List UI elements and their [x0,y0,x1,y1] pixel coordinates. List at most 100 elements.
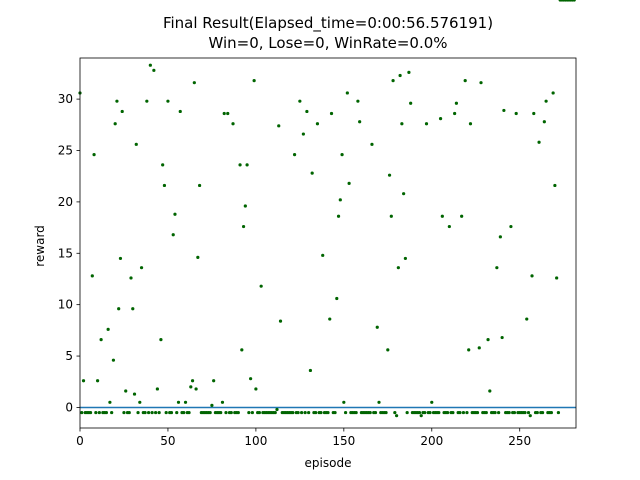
data-point [131,307,135,311]
chart-title: Final Result(Elapsed_time=0:00:56.576191… [162,14,494,32]
data-point [342,400,346,404]
data-point [328,317,332,321]
data-point [486,338,490,342]
data-point [173,212,177,216]
data-point [154,410,158,415]
data-point [479,81,483,85]
data-point [447,224,451,229]
data-point [196,255,200,259]
y-axis-label: reward [33,225,47,267]
x-tick-label: 250 [508,434,531,448]
data-point [461,410,466,415]
data-point [273,410,277,415]
data-point [523,410,527,415]
data-point [497,410,501,415]
data-point [117,307,121,311]
data-point [453,111,457,116]
data-point [250,410,254,415]
data-point [430,400,434,404]
y-tick-label: 25 [58,144,73,158]
data-point [183,400,188,404]
data-point [178,109,182,114]
data-point [386,348,390,352]
data-point [301,132,305,136]
data-point [240,348,244,352]
data-point [94,410,98,415]
data-point [104,410,108,415]
data-point [229,410,233,415]
data-point [500,335,504,340]
data-point [291,410,295,415]
data-point [389,214,393,218]
data-point [88,410,93,415]
x-axis-label: episode [305,456,352,470]
data-point [528,414,532,418]
data-point [254,387,258,391]
data-point [507,410,511,415]
data-point [544,99,548,103]
data-point [308,368,313,373]
data-point [398,73,402,78]
x-tick-label: 50 [160,434,175,448]
data-point [155,387,159,391]
data-point [192,81,196,85]
axes [79,57,577,429]
data-point [175,410,179,415]
data-point [395,414,399,418]
data-point [333,410,337,415]
data-point [343,410,348,415]
data-point [424,122,429,126]
data-point [99,338,103,342]
y-tick-label: 20 [58,195,73,209]
data-point [525,317,529,321]
data-point [502,108,506,113]
data-point [231,122,235,126]
data-point [278,319,283,323]
data-point [220,400,225,404]
data-point [498,235,502,239]
chart-subtitle: Win=0, Lose=0, WinRate=0.0% [208,34,448,52]
data-point [377,400,381,404]
data-point [407,70,411,74]
data-point [315,122,320,126]
data-point [493,410,497,415]
data-point [403,256,407,261]
data-point [512,410,517,415]
data-point [161,163,165,167]
data-point [387,173,392,177]
data-point [106,327,110,331]
data-point [143,410,147,415]
data-point [277,124,281,128]
data-point [458,410,462,415]
data-point [400,122,404,126]
data-point [210,403,214,407]
data-point [551,91,555,95]
data-point [467,348,471,352]
data-point [124,389,128,393]
data-point [159,338,163,342]
data-point [222,111,226,116]
data-point [138,400,142,404]
data-point [338,198,342,202]
data-point [150,410,154,415]
data-point [530,274,534,278]
data-point [187,410,191,415]
x-tick-label: 200 [420,434,443,448]
data-point [166,99,170,103]
data-point [111,358,116,362]
data-point [396,266,400,270]
data-point [296,410,300,415]
data-point [553,183,557,188]
data-point [537,140,541,144]
data-point [347,181,351,185]
data-point [275,407,279,412]
data-point [572,0,576,2]
data-point [208,410,212,415]
data-point [152,68,156,72]
data-point [136,410,140,415]
data-point [122,410,126,415]
data-point [110,410,114,415]
data-point [532,111,536,116]
data-point [368,410,372,415]
